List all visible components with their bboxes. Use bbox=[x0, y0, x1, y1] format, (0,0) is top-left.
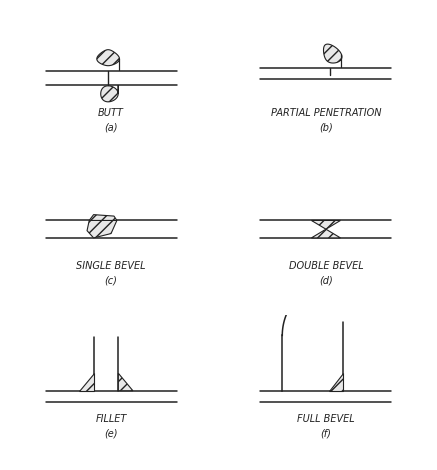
Text: SINGLE BEVEL: SINGLE BEVEL bbox=[76, 261, 146, 271]
Polygon shape bbox=[97, 50, 119, 70]
Text: BUTT: BUTT bbox=[98, 109, 124, 118]
Text: (f): (f) bbox=[320, 429, 331, 439]
Polygon shape bbox=[323, 44, 342, 68]
Polygon shape bbox=[87, 220, 117, 238]
Text: DOUBLE BEVEL: DOUBLE BEVEL bbox=[288, 261, 363, 271]
Polygon shape bbox=[101, 85, 118, 102]
Polygon shape bbox=[312, 229, 340, 238]
Text: (e): (e) bbox=[104, 429, 118, 439]
Polygon shape bbox=[89, 215, 117, 220]
Text: (a): (a) bbox=[104, 123, 118, 133]
Polygon shape bbox=[312, 220, 340, 229]
Text: (d): (d) bbox=[319, 276, 333, 286]
Text: (c): (c) bbox=[104, 276, 118, 286]
Text: FILLET: FILLET bbox=[95, 414, 127, 424]
Polygon shape bbox=[118, 373, 133, 391]
Text: FULL BEVEL: FULL BEVEL bbox=[297, 414, 355, 424]
Text: PARTIAL PENETRATION: PARTIAL PENETRATION bbox=[271, 109, 381, 118]
Polygon shape bbox=[329, 373, 343, 391]
Text: (b): (b) bbox=[319, 123, 333, 133]
Polygon shape bbox=[79, 373, 94, 391]
